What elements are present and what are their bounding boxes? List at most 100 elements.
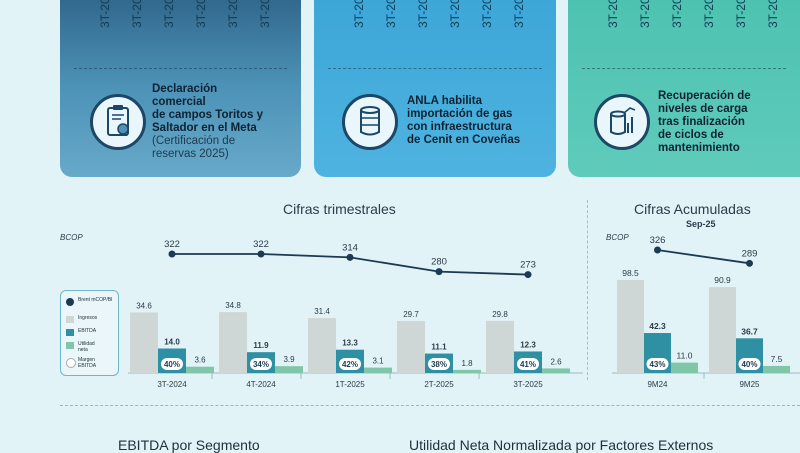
quarter-label: 3T-2022	[416, 0, 430, 29]
normalized-net-income-title: Utilidad Neta Normalizada por Factores E…	[409, 437, 714, 453]
quarter-label: 3T-2022	[162, 0, 176, 29]
legend-swatch	[66, 329, 74, 336]
brent-point	[746, 259, 753, 267]
bar-ingresos	[709, 287, 736, 373]
quarter-label: 3T-2021	[638, 0, 652, 29]
brent-label: 326	[650, 235, 666, 246]
bar-ebitda	[736, 338, 763, 373]
bar-value-label: 3.6	[194, 356, 206, 365]
brent-line	[172, 253, 529, 276]
card-note-line: reservas 2025)	[152, 148, 229, 160]
quarter-label: 3T-2021	[130, 0, 144, 29]
brent-label: 280	[431, 257, 447, 268]
margin-label: 41%	[520, 360, 536, 369]
brent-point	[257, 250, 265, 258]
bar-ebitda	[644, 333, 671, 373]
bar-ingresos	[617, 279, 644, 373]
quarter-label: 3T-2022	[670, 0, 684, 29]
bar-utilidad-neta	[364, 367, 392, 373]
quarter-label: 3T-2024	[480, 0, 494, 29]
margin-label: 38%	[431, 360, 447, 369]
bar-utilidad-neta	[671, 362, 698, 373]
brent-point	[168, 250, 176, 258]
bar-value-label: 11.0	[677, 351, 693, 361]
brent-point	[435, 268, 443, 276]
card-text-line: Declaración	[152, 83, 218, 95]
card-text-line: de ciclos de	[658, 129, 724, 141]
cumulative-subtitle: Sep-25	[686, 219, 716, 229]
quarter-label: 3T-2021	[384, 0, 398, 29]
card-text-line: de campos Toritos y	[152, 109, 263, 121]
quarter-label: 3T-2023	[448, 0, 462, 29]
bar-value-label: 3.9	[283, 355, 295, 364]
milestone-card-1: 3T-2020 3T-2021 3T-2022 3T-2023 3T-2024 …	[60, 0, 301, 177]
quarter-label: 3T-2025	[258, 0, 272, 29]
bar-ingresos	[308, 318, 336, 373]
bar-utilidad-neta	[542, 368, 570, 373]
certificate-clipboard-icon	[90, 94, 146, 150]
brent-label: 314	[342, 242, 358, 253]
unit-label: BCOP	[60, 233, 83, 242]
quarter-label: 3T-2020	[98, 0, 112, 29]
quarter-label: 3T-2020	[606, 0, 620, 29]
margin-pill	[339, 358, 361, 370]
category-label: 1T-2025	[335, 380, 365, 389]
quarter-label: 3T-2020	[352, 0, 366, 29]
brent-label: 322	[253, 239, 269, 250]
card-text-line: Saltador en el Meta	[152, 122, 257, 134]
brent-label: 322	[164, 239, 180, 250]
brent-point	[346, 253, 354, 261]
card-text-line: niveles de carga	[658, 103, 748, 115]
bar-utilidad-neta	[763, 365, 790, 373]
bar-utilidad-neta	[275, 366, 303, 373]
legend-label: Margen EBITDA	[78, 357, 97, 369]
bar-value-label: 3.1	[372, 357, 384, 366]
quarter-label: 3T-2023	[194, 0, 208, 29]
legend-label: EBITDA	[78, 328, 97, 334]
card-text-line: mantenimiento	[658, 142, 740, 154]
brent-label: 289	[742, 248, 758, 259]
bar-ingresos	[397, 321, 425, 373]
margin-pill	[738, 358, 761, 370]
ebitda-segment-title: EBITDA por Segmento	[118, 437, 260, 453]
legend-label: Brent mCOP/Bl	[78, 297, 113, 303]
bar-value-label: 1.8	[461, 359, 473, 368]
bar-ebitda	[247, 352, 275, 373]
bar-value-label: 11.9	[253, 341, 269, 350]
bar-ingresos	[219, 312, 247, 373]
bar-value-label: 7.5	[771, 354, 783, 364]
legend-swatch	[66, 342, 74, 349]
bar-value-label: 34.8	[225, 301, 241, 310]
card-text-line: importación de gas	[407, 108, 513, 120]
section-separator	[587, 200, 588, 380]
bar-value-label: 14.0	[164, 338, 180, 347]
card-text-line: de Cenit en Coveñas	[407, 134, 521, 146]
category-label: 3T-2025	[513, 380, 543, 389]
category-label: 3T-2024	[157, 380, 187, 389]
milestone-card-3: 3T-2020 3T-2021 3T-2022 3T-2023 3T-2024 …	[568, 0, 800, 177]
cumulative-title: Cifras Acumuladas	[634, 201, 751, 217]
brent-label: 273	[520, 260, 536, 271]
bar-value-label: 36.7	[741, 326, 758, 336]
margin-label: 40%	[741, 360, 757, 369]
bar-value-label: 2.6	[550, 357, 562, 366]
bar-ebitda	[336, 349, 364, 373]
card-text-line: ANLA habilita	[407, 95, 482, 107]
category-label: 9M24	[647, 380, 668, 389]
margin-label: 34%	[253, 360, 269, 369]
bar-value-label: 13.3	[342, 339, 358, 348]
brent-line	[657, 249, 750, 265]
bar-utilidad-neta	[453, 369, 481, 373]
card-divider	[74, 68, 287, 69]
card-divider	[582, 68, 786, 69]
bar-value-label: 90.9	[714, 275, 731, 285]
legend-swatch	[66, 298, 74, 306]
margin-pill	[646, 358, 669, 370]
card-text-line: tras finalización	[658, 116, 745, 128]
bar-value-label: 42.3	[649, 321, 666, 331]
bar-ebitda	[514, 351, 542, 373]
bar-ebitda	[158, 348, 186, 373]
bar-ingresos	[130, 312, 158, 373]
brent-point	[524, 271, 532, 279]
bar-utilidad-neta	[186, 366, 214, 373]
